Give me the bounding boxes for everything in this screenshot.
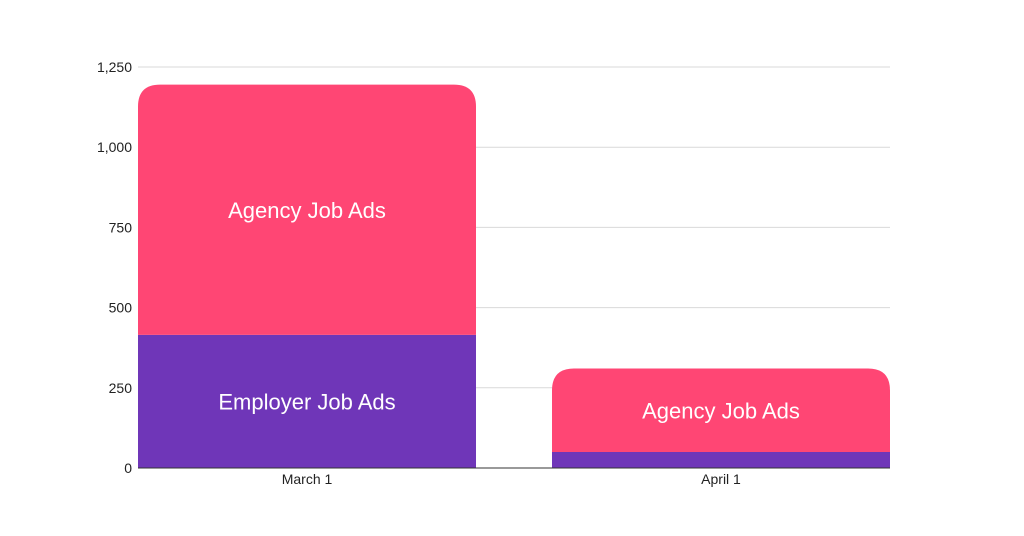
bars: Employer Job Ads Agency Job Ads Agency Job… xyxy=(138,84,890,468)
x-category-label: March 1 xyxy=(282,471,333,487)
bar-segment-0-0 xyxy=(138,334,476,468)
y-axis-ticks: 0 250 500 750 1,000 1,250 xyxy=(97,59,132,476)
y-tick-label: 500 xyxy=(109,300,133,316)
bar-segment-0-1 xyxy=(138,84,476,335)
y-tick-label: 250 xyxy=(109,380,133,396)
bar-segment-1-0 xyxy=(552,451,890,468)
x-category-label: April 1 xyxy=(701,471,741,487)
bar-segment-1-1 xyxy=(552,368,890,452)
y-tick-label: 1,250 xyxy=(97,59,132,75)
segment-label-0-0: Employer Job Ads xyxy=(218,389,395,414)
y-tick-label: 1,000 xyxy=(97,139,132,155)
x-axis-categories: March 1 April 1 xyxy=(282,471,741,487)
segment-label-1-1: Agency Job Ads xyxy=(642,398,800,423)
y-tick-label: 750 xyxy=(109,219,133,235)
segment-label-0-1: Agency Job Ads xyxy=(228,198,386,223)
y-tick-label: 0 xyxy=(124,460,132,476)
